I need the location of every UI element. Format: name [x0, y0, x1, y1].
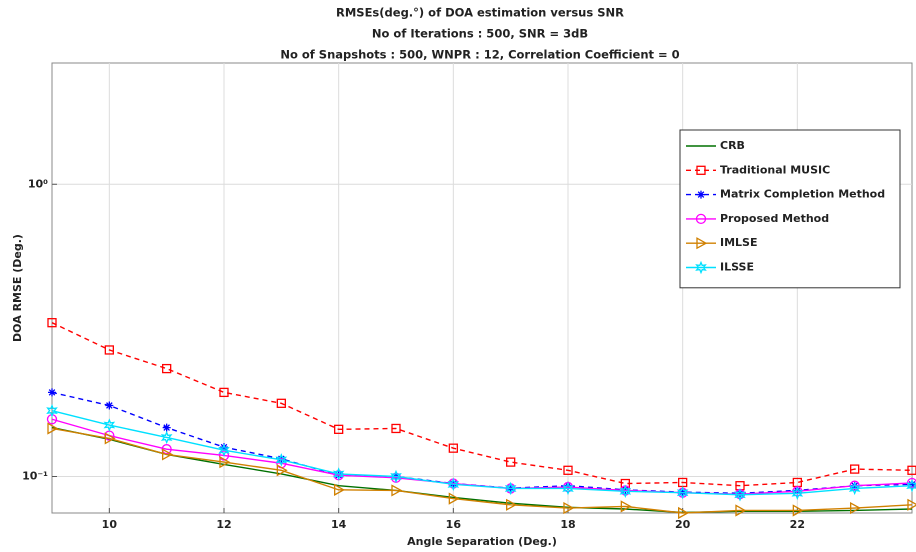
marker [695, 213, 707, 225]
marker [678, 506, 690, 520]
legend-box [679, 129, 901, 289]
title-line: RMSEs(deg.°) of DOA estimation versus SN… [336, 6, 624, 20]
series-line [51, 426, 913, 514]
x-tick-label: 12 [216, 518, 231, 531]
marker [390, 469, 402, 484]
marker [162, 448, 174, 461]
marker [793, 486, 802, 495]
marker [105, 401, 114, 410]
marker [791, 486, 804, 501]
marker [848, 481, 861, 496]
marker [696, 165, 706, 175]
marker [104, 345, 114, 355]
x-tick-label: 14 [331, 518, 347, 531]
marker [908, 480, 916, 489]
marker [907, 465, 916, 475]
x-tick-label: 16 [446, 518, 462, 531]
marker [907, 498, 916, 511]
marker [448, 443, 458, 453]
x-tick-label: 18 [560, 518, 575, 531]
legend-label: ILSSE [720, 261, 754, 274]
marker [676, 486, 689, 500]
marker [906, 478, 916, 493]
marker [47, 422, 59, 435]
marker [506, 457, 516, 467]
marker [48, 388, 56, 397]
marker [619, 484, 632, 498]
legend-label: Proposed Method [720, 212, 829, 225]
marker [563, 501, 575, 515]
marker [162, 363, 172, 374]
marker [391, 484, 403, 497]
series-line [51, 322, 913, 487]
marker [562, 481, 574, 496]
x-tick-label: 10 [102, 518, 118, 531]
marker [218, 443, 230, 457]
marker [564, 481, 572, 490]
title-line: No of Iterations : 500, SNR = 3dB [372, 27, 588, 41]
y-axis-label: DOA RMSE (Deg.) [11, 234, 24, 342]
marker [275, 453, 288, 467]
marker [276, 464, 288, 477]
x-axis-label: Angle Separation (Deg.) [407, 535, 557, 548]
series-line [51, 409, 913, 496]
marker [736, 489, 744, 498]
marker [850, 501, 862, 515]
marker [47, 318, 57, 328]
marker [695, 260, 707, 275]
marker [332, 467, 345, 481]
marker [276, 398, 286, 408]
marker [448, 492, 460, 505]
legend-label: IMLSE [720, 236, 758, 249]
marker [792, 504, 804, 517]
marker [563, 465, 573, 475]
marker [850, 464, 860, 474]
marker [696, 237, 708, 250]
marker [46, 403, 58, 418]
marker [447, 477, 460, 492]
marker [697, 190, 705, 199]
marker [504, 481, 517, 496]
marker [734, 488, 746, 502]
legend-label: Matrix Completion Method [720, 188, 885, 201]
y-tick-label: 10⁰ [28, 177, 48, 190]
x-tick-label: 20 [675, 518, 691, 531]
series-line [51, 427, 913, 514]
marker [620, 500, 632, 513]
marker [160, 430, 173, 445]
marker [219, 456, 231, 469]
marker [735, 504, 747, 517]
marker [334, 483, 346, 496]
marker [219, 387, 229, 398]
marker [162, 423, 171, 432]
marker [103, 418, 116, 432]
legend-label: CRB [720, 139, 745, 152]
marker [391, 423, 401, 434]
legend-label: Traditional MUSIC [720, 163, 830, 176]
x-tick-label: 22 [790, 518, 805, 531]
marker [506, 498, 518, 511]
y-tick-label: 10⁻¹ [22, 469, 48, 482]
marker [334, 424, 344, 434]
marker [104, 432, 116, 445]
title-line: No of Snapshots : 500, WNPR : 12, Correl… [280, 48, 679, 62]
marker [220, 443, 228, 452]
